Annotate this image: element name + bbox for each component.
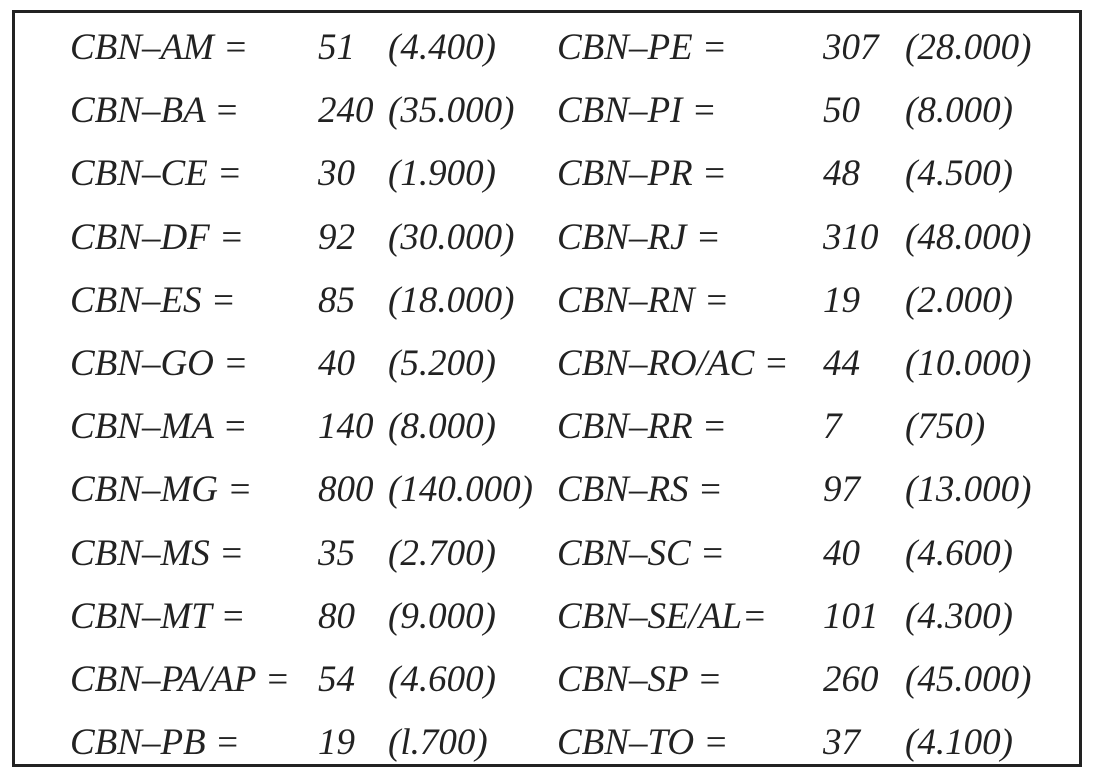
table-frame [12,10,1082,767]
total: (13.000) [905,469,1032,511]
count: 310 [823,216,879,258]
state-label: CBN–PB = [70,722,240,764]
state-label: CBN–GO = [70,343,249,384]
count: 50 [823,90,860,132]
count: 35 [318,532,355,574]
total: (8.000) [388,406,496,448]
state-label: CBN–CE = [70,153,242,195]
total: (750) [905,406,986,448]
count: 7 [823,406,842,448]
state-label: CBN–MS = [70,532,244,574]
count: 92 [318,216,355,258]
state-label: CBN–RN = [557,279,729,321]
state-label: CBN–PA/AP = [70,659,290,700]
total: (2.000) [905,279,1013,321]
state-label: CBN–RS = [557,469,723,511]
state-label: CBN–SC = [557,532,725,574]
total: (1.900) [388,153,496,195]
state-label: CBN–ES = [70,279,236,321]
state-label: CBN–AM = [70,27,249,68]
count: 140 [318,406,374,448]
count: 260 [823,659,879,700]
count: 307 [823,27,879,68]
state-label: CBN–RJ = [557,216,721,258]
count: 240 [318,90,374,132]
count: 44 [823,343,860,384]
total: (l.700) [388,722,488,764]
total: (4.500) [905,153,1013,195]
total: (45.000) [905,659,1032,700]
state-label: CBN–RO/AC = [557,343,789,384]
count: 51 [318,27,355,68]
count: 101 [823,595,879,637]
count: 54 [318,659,355,700]
total: (4.600) [388,659,496,700]
state-label: CBN–TO = [557,722,729,764]
total: (4.100) [905,722,1013,764]
total: (8.000) [905,90,1013,132]
count: 97 [823,469,860,511]
total: (35.000) [388,90,515,132]
count: 37 [823,722,860,764]
count: 48 [823,153,860,195]
count: 85 [318,279,355,321]
state-label: CBN–MG = [70,469,253,511]
total: (28.000) [905,27,1032,68]
total: (5.200) [388,343,496,384]
count: 30 [318,153,355,195]
total: (10.000) [905,343,1032,384]
total: (2.700) [388,532,496,574]
count: 19 [318,722,355,764]
state-label: CBN–SE/AL= [557,595,767,637]
total: (30.000) [388,216,515,258]
total: (48.000) [905,216,1032,258]
count: 80 [318,595,355,637]
count: 40 [318,343,355,384]
total: (4.300) [905,595,1013,637]
total: (4.400) [388,27,496,68]
count: 800 [318,469,374,511]
state-label: CBN–DF = [70,216,244,258]
state-label: CBN–SP = [557,659,723,700]
state-label: CBN–PE = [557,27,727,68]
state-label: CBN–PR = [557,153,727,195]
total: (18.000) [388,279,515,321]
total: (140.000) [388,469,533,511]
state-label: CBN–PI = [557,90,717,132]
state-label: CBN–MA = [70,406,248,448]
state-label: CBN–MT = [70,595,246,637]
count: 40 [823,532,860,574]
state-label: CBN–BA = [70,90,240,132]
state-label: CBN–RR = [557,406,727,448]
count: 19 [823,279,860,321]
total: (9.000) [388,595,496,637]
total: (4.600) [905,532,1013,574]
